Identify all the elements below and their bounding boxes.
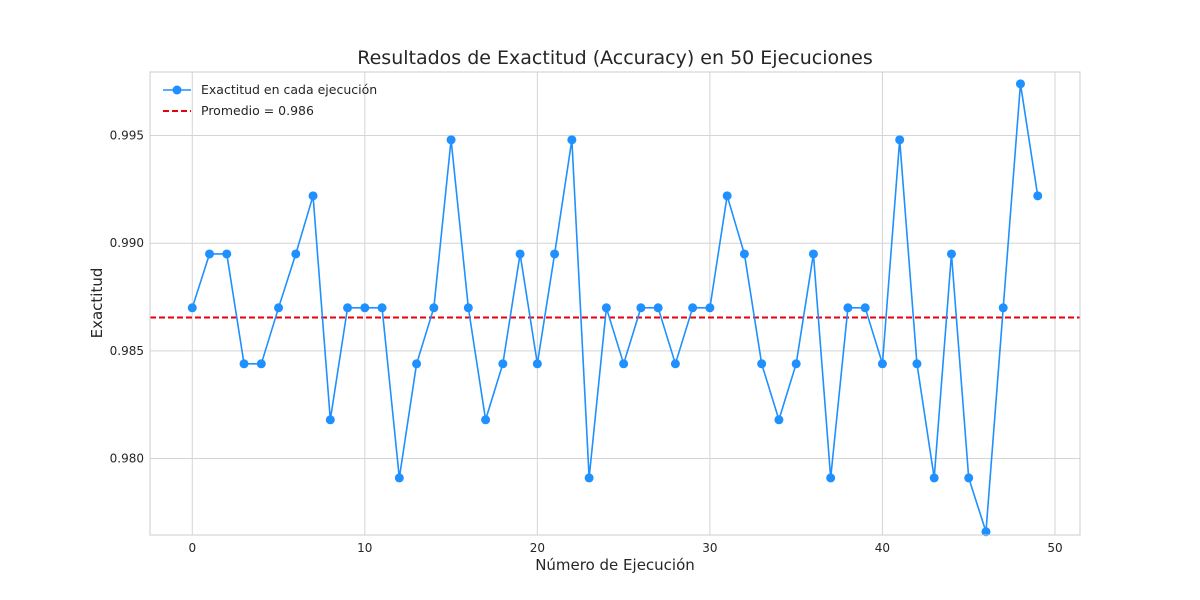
data-point xyxy=(360,303,370,313)
data-point xyxy=(757,359,767,369)
x-tick-label: 10 xyxy=(357,541,372,555)
x-tick-label: 50 xyxy=(1047,541,1062,555)
x-tick-label: 40 xyxy=(875,541,890,555)
chart-title: Resultados de Exactitud (Accuracy) en 50… xyxy=(357,47,872,69)
data-point xyxy=(446,135,456,145)
accuracy-series-layer xyxy=(187,79,1043,537)
data-point xyxy=(412,359,422,369)
data-point xyxy=(1033,191,1043,201)
accuracy-line xyxy=(191,83,1039,533)
data-point xyxy=(308,191,318,201)
y-tick-label: 0.985 xyxy=(110,344,144,358)
data-point xyxy=(481,415,491,425)
data-point xyxy=(843,303,853,313)
data-point xyxy=(584,473,594,483)
y-tick-label: 0.995 xyxy=(110,129,144,143)
plot-frame xyxy=(149,71,1081,536)
data-point xyxy=(222,249,232,259)
data-point xyxy=(325,415,335,425)
data-point xyxy=(567,135,577,145)
x-axis-ticks: 0 10 20 30 40 50 xyxy=(188,541,1062,555)
x-tick-label: 30 xyxy=(702,541,717,555)
data-point xyxy=(722,191,732,201)
x-tick-label: 20 xyxy=(530,541,545,555)
data-point xyxy=(912,359,922,369)
data-point xyxy=(998,303,1008,313)
data-point xyxy=(291,249,301,259)
data-point xyxy=(981,527,991,537)
plot-area xyxy=(150,72,1080,535)
x-axis-label: Número de Ejecución xyxy=(535,556,695,574)
data-point xyxy=(274,303,284,313)
data-point xyxy=(429,303,439,313)
grid-lines xyxy=(150,72,1080,535)
data-point xyxy=(946,249,956,259)
data-point xyxy=(653,303,663,313)
data-point xyxy=(532,359,542,369)
data-point xyxy=(343,303,353,313)
data-point xyxy=(705,303,715,313)
data-point xyxy=(860,303,870,313)
data-point xyxy=(239,359,249,369)
data-point xyxy=(791,359,801,369)
legend-label-series: Exactitud en cada ejecución xyxy=(201,82,377,97)
data-point xyxy=(377,303,387,313)
data-point xyxy=(688,303,698,313)
data-point xyxy=(601,303,611,313)
data-point xyxy=(826,473,836,483)
legend-marker-series xyxy=(172,85,182,95)
legend-label-average: Promedio = 0.986 xyxy=(201,103,314,118)
data-point xyxy=(670,359,680,369)
data-point xyxy=(929,473,939,483)
data-point xyxy=(808,249,818,259)
y-tick-label: 0.980 xyxy=(110,452,144,466)
data-point xyxy=(394,473,404,483)
data-point xyxy=(1015,79,1025,89)
y-tick-label: 0.990 xyxy=(110,236,144,250)
data-point xyxy=(636,303,646,313)
legend: Exactitud en cada ejecución Promedio = 0… xyxy=(163,82,377,118)
data-point xyxy=(463,303,473,313)
data-point xyxy=(739,249,749,259)
data-point xyxy=(774,415,784,425)
y-axis-ticks: 0.980 0.985 0.990 0.995 xyxy=(110,129,144,466)
data-point xyxy=(205,249,215,259)
data-point xyxy=(187,303,197,313)
data-point xyxy=(498,359,508,369)
y-axis-label: Exactitud xyxy=(88,268,106,339)
data-point xyxy=(550,249,560,259)
data-point xyxy=(964,473,974,483)
data-point xyxy=(515,249,525,259)
data-point xyxy=(256,359,266,369)
data-point xyxy=(619,359,629,369)
data-point xyxy=(877,359,887,369)
data-point xyxy=(895,135,905,145)
x-tick-label: 0 xyxy=(188,541,196,555)
